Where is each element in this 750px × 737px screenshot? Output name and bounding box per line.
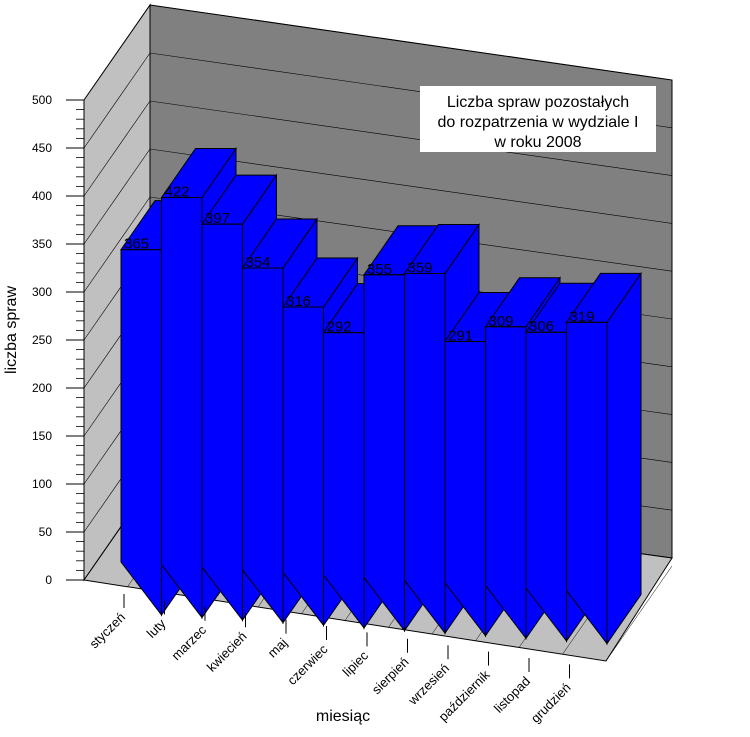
x-tick-label: listopad [491, 674, 533, 716]
floor-line [605, 565, 673, 662]
bar-1 [161, 196, 203, 620]
grid-line-left [83, 100, 151, 197]
x-tick-label: kwiecień [204, 629, 250, 675]
grid-line-left [83, 196, 151, 293]
x-tick-label: luty [144, 616, 169, 641]
bar-value-label: 319 [570, 308, 595, 325]
y-tick-label: 200 [32, 381, 52, 395]
y-tick-label: 400 [32, 189, 52, 203]
chart-title: Liczba spraw pozostałych do rozpatrzenia… [420, 86, 656, 152]
bar-9 [485, 326, 527, 640]
bar-2 [201, 223, 243, 622]
bar-value-label: 291 [448, 327, 473, 344]
bar-value-label: 422 [165, 183, 190, 200]
x-tick-label: maj [265, 635, 290, 660]
y-tick-label: 500 [32, 93, 52, 107]
x-tick-label: czerwiec [284, 641, 331, 688]
x-tick-label: grudzień [528, 680, 574, 726]
x-tick-label: wrzesień [405, 661, 453, 709]
y-axis-title: liczba spraw [3, 286, 20, 374]
bar-0 [120, 249, 162, 617]
bar-4 [282, 306, 324, 627]
y-tick-label: 100 [32, 477, 52, 491]
x-axis-title: miesiąc [316, 708, 370, 725]
grid-line-left [83, 148, 151, 245]
grid-line-left [83, 52, 151, 149]
bar-value-label: 316 [286, 293, 311, 310]
y-tick-label: 0 [45, 573, 52, 587]
bar-value-label: 309 [489, 313, 514, 330]
bar-value-label: 292 [327, 319, 352, 336]
y-tick-label: 50 [39, 525, 53, 539]
y-tick-label: 350 [32, 237, 52, 251]
bar-value-label: 355 [367, 261, 392, 278]
chart-title-line-1: Liczba spraw pozostałych [447, 94, 629, 111]
grid-line-left [83, 4, 151, 101]
y-tick-label: 250 [32, 333, 52, 347]
bar-7 [404, 273, 446, 635]
chart-bars: 365 422 397 354 316 292 355 359 291 309 306 319 [120, 146, 642, 646]
bar-value-label: 359 [408, 260, 433, 277]
bar-value-label: 365 [124, 236, 149, 253]
grid-line-back [149, 100, 673, 176]
x-tick-label: marzec [168, 622, 209, 663]
bar-value-label: 354 [246, 254, 271, 271]
chart-title-line-2: do rozpatrzenia w wydziale I [438, 114, 639, 131]
bar-value-label: 306 [529, 318, 554, 335]
bar-11 [566, 321, 608, 646]
bar-5 [323, 332, 365, 630]
chart-title-line-3: w roku 2008 [493, 134, 581, 151]
grid-line-back [149, 148, 673, 224]
y-axis: 0 50 100 150 200 250 300 350 400 450 500 [32, 93, 85, 587]
y-tick-label: 450 [32, 141, 52, 155]
grid-line-back [149, 4, 673, 81]
x-tick-label: lipiec [340, 648, 372, 680]
y-tick-label: 150 [32, 429, 52, 443]
x-tick-label: styczeń [86, 610, 128, 652]
bar-10 [525, 331, 567, 643]
bar-3 [242, 267, 284, 625]
x-tick-label: sierpień [369, 654, 412, 697]
bar-side [606, 271, 642, 646]
y-tick-label: 300 [32, 285, 52, 299]
bar-6 [363, 274, 405, 633]
bar-value-label: 397 [205, 210, 230, 227]
